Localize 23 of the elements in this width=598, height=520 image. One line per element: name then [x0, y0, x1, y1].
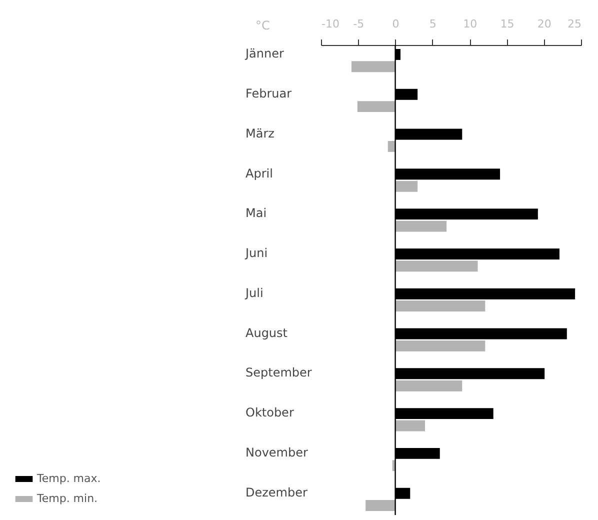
x-tick-label: 10: [463, 18, 478, 30]
x-axis-title: °C: [256, 18, 270, 32]
y-tick-label: Februar: [246, 86, 292, 100]
x-tick-label: 5: [429, 18, 436, 30]
y-tick-label: August: [246, 326, 288, 340]
y-tick-label: Juli: [244, 286, 264, 300]
y-tick-label: März: [246, 126, 274, 140]
y-tick-label: Jänner: [244, 46, 284, 61]
y-tick-label: Oktober: [246, 406, 294, 420]
x-tick-label: 20: [537, 18, 552, 30]
legend-label: Temp. max.: [36, 472, 101, 485]
y-tick-label: November: [246, 446, 308, 460]
x-tick-label: -10: [322, 18, 340, 30]
y-tick-label: Juni: [244, 246, 268, 260]
y-tick-label: September: [246, 366, 312, 380]
y-tick-label: Dezember: [246, 485, 308, 500]
x-tick-label: 0: [392, 18, 400, 30]
legend-label: Temp. min.: [36, 492, 98, 505]
y-tick-label: April: [246, 166, 273, 180]
x-tick-label: 25: [568, 18, 582, 30]
x-tick-label: 15: [500, 18, 514, 30]
y-tick-label: Mai: [246, 206, 267, 220]
x-tick-label: -5: [353, 18, 364, 30]
